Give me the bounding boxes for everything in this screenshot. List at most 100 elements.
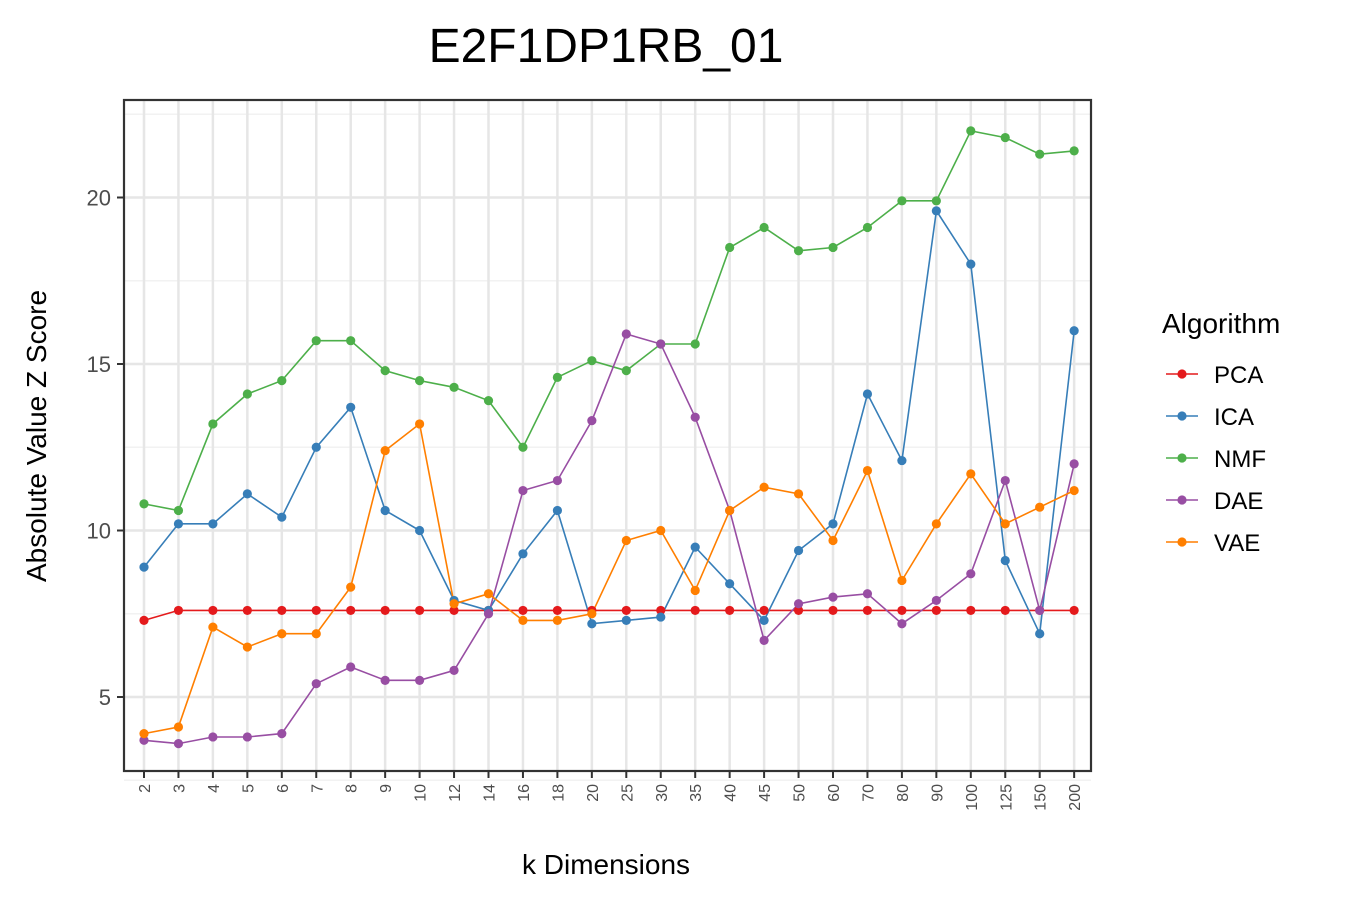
legend-item-ica: ICA xyxy=(1166,404,1254,431)
series-line-ica xyxy=(143,208,1075,637)
data-point-ica xyxy=(690,542,700,552)
legend-item-nmf: NMF xyxy=(1166,446,1266,473)
data-point-nmf xyxy=(1035,149,1045,159)
data-point-dae xyxy=(621,329,631,339)
x-tick-label: 60 xyxy=(826,784,843,802)
data-point-dae xyxy=(483,609,494,619)
data-point-ica xyxy=(242,489,252,499)
data-point-dae xyxy=(449,665,459,675)
data-point-dae xyxy=(587,416,597,426)
data-point-nmf xyxy=(242,389,252,399)
data-point-ica xyxy=(862,389,873,399)
data-point-vae xyxy=(311,629,321,639)
data-point-nmf xyxy=(862,222,873,233)
x-tick-label: 70 xyxy=(860,784,877,802)
x-tick-label: 2 xyxy=(137,784,154,793)
data-point-pca xyxy=(415,605,425,616)
x-tick-label: 3 xyxy=(171,784,188,793)
legend-title: Algorithm xyxy=(1162,308,1280,339)
x-tick-label: 18 xyxy=(550,784,567,802)
data-point-nmf xyxy=(1000,132,1010,143)
data-point-dae xyxy=(139,735,149,745)
data-point-vae xyxy=(587,609,597,619)
data-point-ica xyxy=(139,562,149,572)
data-point-vae xyxy=(242,642,252,652)
data-point-vae xyxy=(552,615,563,626)
data-point-nmf xyxy=(277,376,287,386)
data-point-vae xyxy=(208,622,218,632)
x-tick-label: 6 xyxy=(275,784,292,793)
data-point-vae xyxy=(966,469,976,479)
data-point-ica xyxy=(173,519,184,529)
data-point-dae xyxy=(656,339,666,349)
data-point-vae xyxy=(346,582,356,592)
data-point-ica xyxy=(931,206,941,216)
legend-item-vae: VAE xyxy=(1166,530,1260,557)
x-tick-label: 90 xyxy=(929,784,946,802)
x-tick-label: 80 xyxy=(895,784,912,802)
data-point-nmf xyxy=(587,356,597,366)
data-point-ica xyxy=(415,525,425,536)
data-point-dae xyxy=(828,592,838,602)
data-point-ica xyxy=(793,545,804,556)
data-point-ica xyxy=(380,505,390,516)
legend-key-point xyxy=(1177,369,1187,379)
data-point-pca xyxy=(208,605,218,616)
data-point-vae xyxy=(897,575,907,586)
y-tick-label: 10 xyxy=(87,519,111,544)
data-point-nmf xyxy=(139,499,149,509)
data-point-pca xyxy=(759,605,769,616)
data-point-pca xyxy=(380,605,390,616)
data-point-nmf xyxy=(966,126,976,136)
x-tick-label: 8 xyxy=(344,784,361,793)
y-tick-label: 15 xyxy=(87,352,111,377)
series-line-dae xyxy=(143,333,1075,745)
data-point-pca xyxy=(656,605,666,616)
data-point-pca xyxy=(931,605,941,616)
data-point-vae xyxy=(483,589,494,599)
data-point-ica xyxy=(518,549,528,559)
data-point-vae xyxy=(690,585,700,596)
data-point-ica xyxy=(725,579,735,589)
x-tick-label: 25 xyxy=(619,784,636,802)
data-point-dae xyxy=(690,412,700,422)
data-point-vae xyxy=(415,419,425,429)
data-point-vae xyxy=(277,629,287,639)
legend-label: NMF xyxy=(1214,446,1266,473)
data-point-dae xyxy=(1000,475,1010,486)
series-line-vae xyxy=(143,422,1075,735)
data-point-nmf xyxy=(621,366,631,376)
data-point-ica xyxy=(208,519,218,529)
data-point-nmf xyxy=(759,222,769,233)
data-point-ica xyxy=(828,519,838,529)
data-point-pca xyxy=(793,605,804,616)
data-point-nmf xyxy=(173,505,184,516)
data-point-dae xyxy=(552,475,563,486)
data-point-dae xyxy=(966,569,976,579)
data-point-pca xyxy=(1069,605,1079,616)
data-point-dae xyxy=(173,739,184,749)
data-point-nmf xyxy=(415,376,425,386)
data-point-vae xyxy=(931,519,941,529)
data-point-pca xyxy=(346,605,356,616)
data-point-dae xyxy=(897,619,907,629)
data-point-nmf xyxy=(828,242,838,253)
data-point-vae xyxy=(1000,519,1010,529)
data-point-dae xyxy=(277,729,287,739)
data-point-vae xyxy=(173,722,184,732)
data-point-pca xyxy=(449,605,459,616)
data-point-pca xyxy=(552,605,563,616)
data-point-pca xyxy=(897,605,907,616)
data-point-ica xyxy=(897,455,907,466)
legend-label: PCA xyxy=(1214,362,1263,389)
data-point-vae xyxy=(828,535,838,546)
legend-key-point xyxy=(1177,411,1187,421)
data-point-dae xyxy=(311,679,321,689)
x-tick-label: 100 xyxy=(964,784,981,811)
data-point-pca xyxy=(966,605,976,616)
data-point-nmf xyxy=(208,419,218,429)
x-tick-label: 10 xyxy=(413,784,430,802)
data-point-vae xyxy=(862,465,873,476)
